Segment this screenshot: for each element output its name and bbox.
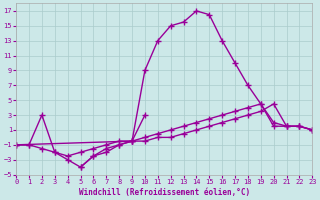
X-axis label: Windchill (Refroidissement éolien,°C): Windchill (Refroidissement éolien,°C) [79,188,250,197]
